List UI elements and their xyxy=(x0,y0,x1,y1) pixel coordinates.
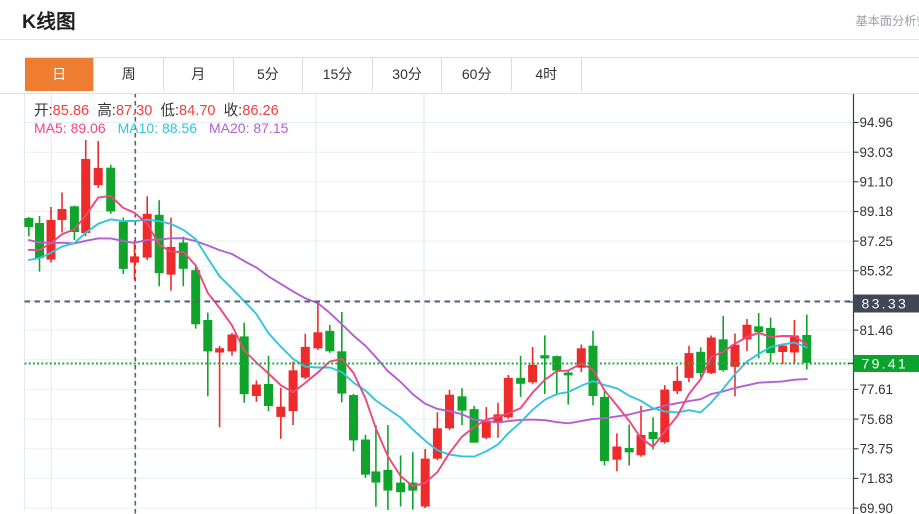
svg-text:69.90: 69.90 xyxy=(860,501,894,514)
svg-text:93.03: 93.03 xyxy=(860,145,894,160)
svg-text:91.10: 91.10 xyxy=(860,175,894,190)
svg-text:87.25: 87.25 xyxy=(860,234,894,249)
svg-text:89.18: 89.18 xyxy=(860,204,894,219)
svg-text:71.83: 71.83 xyxy=(860,471,894,486)
svg-text:83.33: 83.33 xyxy=(862,296,909,312)
svg-text:79.41: 79.41 xyxy=(862,356,909,372)
svg-text:73.75: 73.75 xyxy=(860,442,894,457)
svg-text:75.68: 75.68 xyxy=(860,412,894,427)
svg-text:77.61: 77.61 xyxy=(860,382,894,397)
svg-text:81.46: 81.46 xyxy=(860,323,894,338)
svg-text:85.32: 85.32 xyxy=(860,264,894,279)
svg-text:94.96: 94.96 xyxy=(860,115,894,130)
